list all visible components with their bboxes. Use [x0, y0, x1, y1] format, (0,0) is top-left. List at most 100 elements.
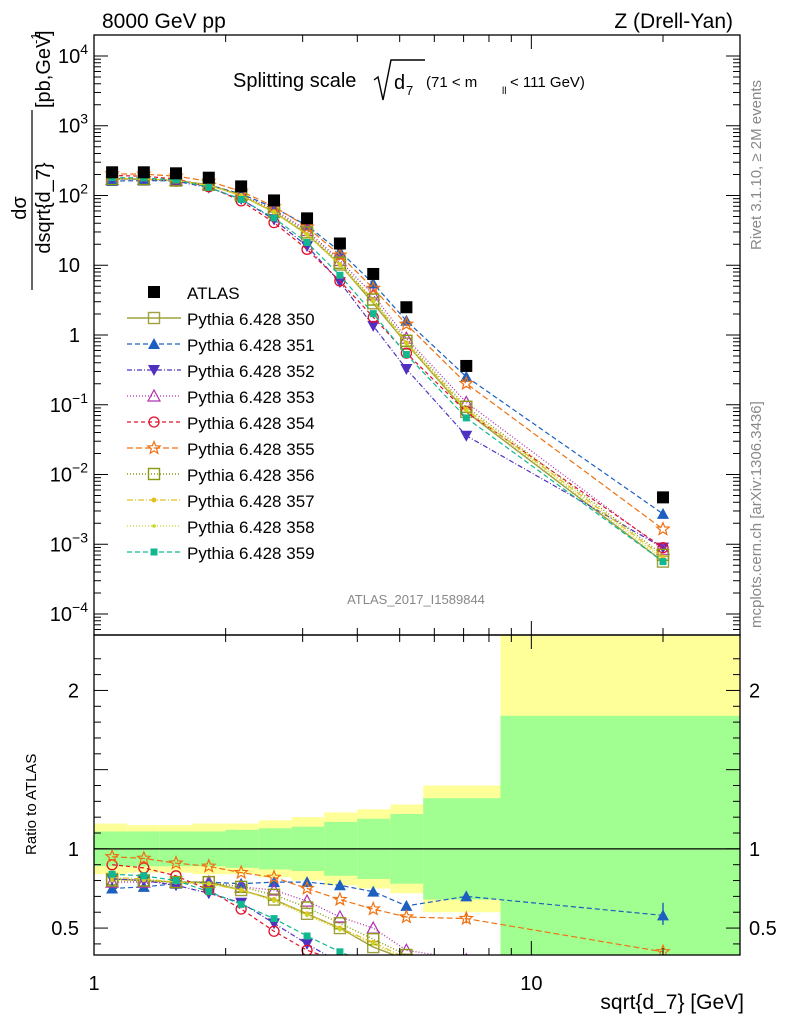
series-point-354 — [400, 347, 413, 359]
ratio-point-358 — [661, 985, 665, 989]
band-inner — [500, 715, 740, 955]
series-point-354 — [657, 542, 669, 554]
ratio-point-355 — [398, 908, 415, 924]
legend-label: Pythia 6.428 356 — [187, 466, 315, 485]
ratio-y-tick-label-left: 1 — [68, 839, 79, 861]
ylabel-unit-end: ] — [33, 30, 55, 36]
series-line-359 — [112, 176, 664, 563]
ratio-point-352 — [460, 986, 472, 997]
legend-marker — [147, 311, 161, 325]
series-point-358 — [272, 210, 276, 215]
legend-label: Pythia 6.428 353 — [187, 388, 315, 407]
ratio-point-355 — [136, 850, 152, 865]
series-point-359 — [402, 351, 410, 359]
series-point-359 — [336, 271, 344, 279]
legend-label: Pythia 6.428 355 — [187, 440, 315, 459]
header-right: Z (Drell-Yan) — [614, 10, 733, 33]
ratio-point-350 — [400, 953, 413, 955]
ratio-point-358 — [206, 881, 211, 886]
chart-title: Splitting scale d 7 (71 < m ll < 111 GeV… — [233, 59, 585, 101]
ratio-point-359 — [270, 915, 278, 923]
ratio-point-359 — [205, 888, 213, 896]
ratio-y-tick-label-right: 0.5 — [749, 918, 777, 940]
ratio-point-355 — [365, 900, 381, 916]
ratio-point-354 — [335, 956, 345, 966]
ratio-point-351 — [400, 899, 413, 911]
ratio-point-358 — [305, 913, 309, 918]
legend-label-atlas: ATLAS — [187, 284, 240, 303]
ratio-point-359 — [336, 948, 344, 955]
series-point-351 — [333, 245, 346, 257]
series-point-352 — [333, 277, 346, 289]
ratio-point-359 — [108, 870, 116, 878]
series-point-351 — [656, 507, 669, 519]
ratio-point-350 — [300, 907, 314, 921]
header-left: 8000 GeV pp — [102, 10, 226, 33]
series-point-352 — [400, 364, 413, 376]
series-point-356 — [333, 256, 347, 269]
series-point-355 — [655, 521, 671, 536]
ratio-plot-area — [94, 635, 740, 997]
ratio-point-352 — [334, 958, 346, 969]
legend-label: Pythia 6.428 358 — [187, 518, 315, 537]
series-point-356 — [400, 334, 413, 348]
data-point — [106, 166, 119, 179]
ratio-point-353 — [300, 893, 315, 907]
legend-marker — [151, 497, 157, 503]
ratio-line-356 — [112, 879, 411, 955]
ratio-point-351 — [333, 879, 346, 891]
ratio-point-358 — [110, 878, 114, 883]
series-point-359 — [369, 310, 377, 318]
series-line-356 — [112, 178, 664, 556]
main-plot-area — [104, 165, 671, 568]
series-point-359 — [172, 176, 180, 184]
ratio-point-356 — [461, 961, 472, 972]
ratio-point-351 — [367, 885, 380, 897]
data-point — [170, 167, 183, 180]
ratio-point-359 — [463, 975, 470, 982]
data-point — [137, 166, 150, 179]
legend-marker — [152, 524, 156, 528]
y-axis-label: dσ dsqrt{d_7} [pb,GeV -1 ] — [9, 30, 55, 290]
y-tick-label: 10−4 — [50, 599, 88, 626]
ratio-point-358 — [405, 958, 409, 962]
ylabel-unit: [pb,GeV — [33, 34, 55, 108]
series-point-359 — [303, 239, 311, 247]
ratio-point-353 — [105, 874, 120, 888]
ratio-point-358 — [239, 888, 243, 892]
legend-label: Pythia 6.428 352 — [187, 362, 315, 381]
legend-label: Pythia 6.428 351 — [187, 336, 315, 355]
ratio-point-359 — [370, 961, 377, 968]
ratio-point-358 — [272, 899, 276, 903]
series-point-355 — [332, 247, 348, 262]
ratio-point-351 — [106, 882, 119, 894]
ratio-point-359 — [237, 900, 245, 908]
ratio-point-359 — [172, 877, 180, 885]
title-prefix: Splitting scale — [233, 70, 356, 92]
ylabel-numerator: dσ — [9, 196, 31, 220]
ratio-point-356 — [657, 978, 668, 989]
data-point — [400, 301, 413, 314]
series-point-356 — [367, 293, 380, 306]
legend-label: Pythia 6.428 357 — [187, 492, 315, 511]
ratio-line-359 — [112, 873, 350, 955]
ratio-point-358 — [371, 942, 376, 946]
legend-marker — [147, 467, 161, 481]
ylabel-unit-sup: -1 — [28, 32, 43, 44]
legend-marker-atlas — [148, 286, 160, 298]
ylabel-denominator: dsqrt{d_7} — [33, 162, 55, 254]
ratio-point-359 — [403, 971, 410, 978]
ratio-point-352 — [301, 938, 314, 950]
legend-marker — [148, 416, 160, 428]
ratio-point-357 — [660, 983, 665, 988]
data-point — [460, 359, 473, 372]
legend-marker — [146, 439, 162, 455]
axes: 1 10 10−4 10−3 10−2 10−1 1 10 102 103 104 0.5 0.5 1 1 2… — [50, 34, 777, 995]
series-point-358 — [338, 263, 342, 267]
data-point — [656, 491, 669, 504]
ratio-point-358 — [338, 927, 342, 932]
series-point-359 — [237, 195, 245, 203]
rivet-label: Rivet 3.1.10, ≥ 2M events — [748, 80, 765, 250]
y-tick-label: 10−1 — [50, 390, 88, 417]
